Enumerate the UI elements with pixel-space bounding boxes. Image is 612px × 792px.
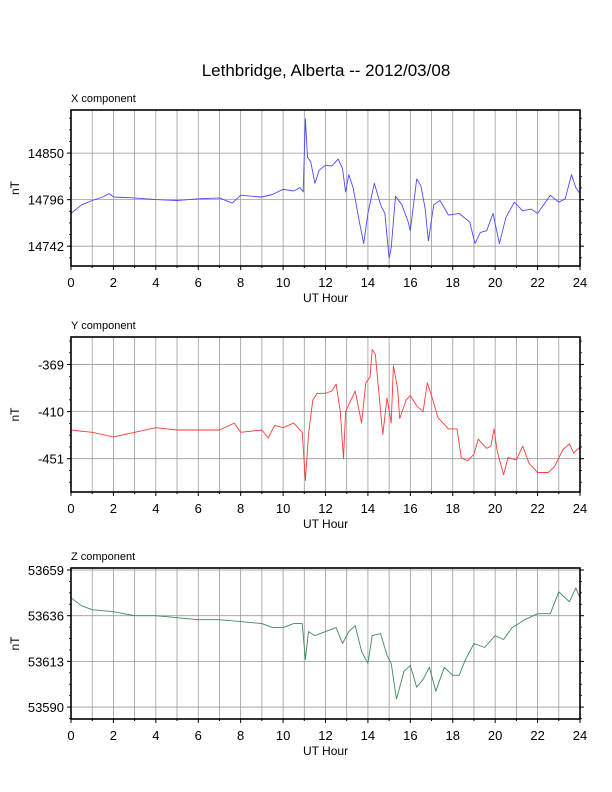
y-tick-label: -451	[38, 452, 64, 467]
x-tick-label: 6	[195, 501, 202, 516]
y-tick-label: 14796	[28, 193, 64, 208]
x-tick-label: 2	[110, 728, 117, 743]
data-series-line	[70, 349, 581, 481]
y-tick-label: 14850	[28, 146, 64, 161]
chart-title: Lethbridge, Alberta -- 2012/03/08	[202, 61, 451, 80]
y-tick-label: 53636	[28, 609, 64, 624]
x-tick-label: 16	[403, 728, 417, 743]
y-tick-label: 53590	[28, 700, 64, 715]
x-tick-label: 16	[403, 501, 417, 516]
y-tick-label: 53659	[28, 563, 64, 578]
x-tick-label: 8	[237, 501, 244, 516]
x-tick-label: 14	[361, 728, 375, 743]
x-tick-label: 24	[573, 501, 587, 516]
plot-frame	[70, 567, 581, 720]
x-axis-label: UT Hour	[303, 517, 348, 531]
x-tick-label: 6	[195, 275, 202, 290]
data-series-line	[70, 118, 581, 259]
x-tick-label: 10	[276, 728, 290, 743]
plot-frame	[70, 336, 581, 493]
x-tick-label: 20	[488, 728, 502, 743]
x-tick-label: 12	[318, 275, 332, 290]
x-tick-label: 2	[110, 275, 117, 290]
x-axis-label: UT Hour	[303, 291, 348, 305]
x-axis-label: UT Hour	[303, 744, 348, 758]
x-tick-label: 20	[488, 275, 502, 290]
x-tick-label: 6	[195, 728, 202, 743]
panel-title: Y component	[71, 320, 136, 332]
x-tick-label: 2	[110, 501, 117, 516]
x-tick-label: 0	[67, 501, 74, 516]
x-tick-label: 8	[237, 275, 244, 290]
x-tick-label: 24	[573, 728, 587, 743]
x-tick-label: 22	[530, 728, 544, 743]
y-tick-label: -369	[38, 358, 64, 373]
x-tick-label: 16	[403, 275, 417, 290]
x-tick-label: 12	[318, 728, 332, 743]
y-axis-label: nT	[8, 180, 22, 195]
x-tick-label: 18	[446, 275, 460, 290]
x-tick-label: 12	[318, 501, 332, 516]
y-axis-label: nT	[8, 407, 22, 422]
x-tick-label: 22	[530, 501, 544, 516]
y-tick-label: -410	[38, 405, 64, 420]
x-tick-label: 8	[237, 728, 244, 743]
panel-title: X component	[71, 93, 136, 105]
y-tick-label: 14742	[28, 239, 64, 254]
panel-title: Z component	[71, 551, 135, 563]
y-tick-label: 53613	[28, 654, 64, 669]
x-tick-label: 20	[488, 501, 502, 516]
x-tick-label: 4	[152, 275, 159, 290]
y-axis-label: nT	[8, 636, 22, 651]
x-tick-label: 4	[152, 501, 159, 516]
x-tick-label: 18	[446, 501, 460, 516]
x-tick-label: 24	[573, 275, 587, 290]
x-tick-label: 10	[276, 501, 290, 516]
x-tick-label: 4	[152, 728, 159, 743]
x-tick-label: 0	[67, 275, 74, 290]
plot-frame	[70, 109, 581, 267]
x-tick-label: 14	[361, 501, 375, 516]
x-tick-label: 22	[530, 275, 544, 290]
x-tick-label: 18	[446, 728, 460, 743]
x-tick-label: 10	[276, 275, 290, 290]
x-tick-label: 0	[67, 728, 74, 743]
x-tick-label: 14	[361, 275, 375, 290]
data-series-line	[70, 587, 581, 700]
